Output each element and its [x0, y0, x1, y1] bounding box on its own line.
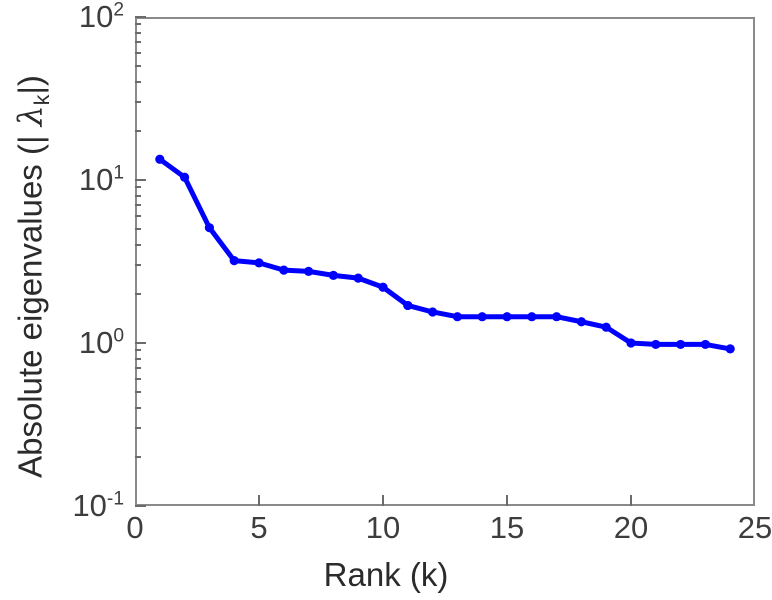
- y-tick-minor: [135, 243, 141, 246]
- y-tick-minor: [135, 349, 141, 352]
- data-point: [254, 258, 264, 268]
- y-tick-minor: [135, 367, 141, 370]
- y-tick-minor: [135, 292, 141, 295]
- y-tick-minor: [135, 23, 141, 26]
- x-tick-major: [506, 495, 508, 506]
- y-tick-minor: [135, 41, 141, 44]
- lambda-subscript: k: [30, 94, 55, 106]
- x-axis-title: Rank (k): [323, 556, 449, 593]
- y-axis-title-post: |): [11, 75, 49, 95]
- y-tick-minor: [135, 194, 141, 197]
- x-tick-label: 0: [126, 510, 144, 545]
- y-tick-minor: [135, 215, 141, 218]
- data-point: [353, 273, 363, 283]
- y-tick-minor: [135, 101, 141, 104]
- x-tick-label: 5: [250, 510, 268, 545]
- y-tick-label-mantissa: 10: [72, 488, 107, 523]
- y-tick-label: 102: [0, 1, 124, 32]
- y-tick-minor: [135, 427, 141, 430]
- y-tick-minor: [135, 378, 141, 381]
- y-tick-minor: [135, 52, 141, 55]
- data-point: [378, 282, 388, 292]
- data-point: [527, 312, 537, 322]
- y-tick-major: [135, 179, 146, 181]
- data-point: [279, 265, 289, 275]
- y-tick-label: 100: [0, 327, 124, 358]
- data-point: [576, 317, 586, 327]
- y-axis-title: Absolute eigenvalues (| λk|): [10, 17, 55, 537]
- data-point: [155, 154, 165, 164]
- data-point: [229, 256, 239, 266]
- x-tick-major: [382, 495, 384, 506]
- y-tick-minor: [135, 31, 141, 34]
- y-tick-label: 10-1: [0, 490, 124, 521]
- y-axis-title-pre: Absolute eigenvalues (|: [11, 126, 49, 478]
- y-tick-minor: [135, 204, 141, 207]
- y-tick-minor: [135, 228, 141, 231]
- y-tick-minor: [135, 455, 141, 458]
- y-tick-label-exponent: 1: [113, 162, 124, 184]
- x-tick-label: 10: [365, 510, 401, 545]
- data-point: [403, 300, 413, 311]
- data-point: [452, 312, 462, 322]
- data-point: [180, 172, 190, 182]
- y-tick-major: [135, 505, 146, 507]
- data-point: [477, 312, 487, 322]
- series-layer: [155, 154, 735, 354]
- x-tick-label: 25: [737, 510, 772, 545]
- y-tick-minor: [135, 65, 141, 68]
- data-point: [552, 312, 562, 322]
- data-point: [502, 312, 512, 322]
- y-tick-minor: [135, 80, 141, 83]
- y-tick-minor: [135, 406, 141, 409]
- y-tick-label-exponent: -1: [106, 488, 124, 510]
- data-point: [676, 339, 686, 350]
- y-tick-major: [135, 16, 146, 18]
- y-tick-minor: [135, 186, 141, 189]
- data-point: [601, 322, 611, 332]
- data-point: [725, 344, 735, 354]
- y-tick-minor: [135, 129, 141, 132]
- eigenvalue-markers: [155, 154, 735, 354]
- y-tick-label-exponent: 2: [113, 0, 124, 21]
- x-tick-major: [258, 495, 260, 506]
- data-point: [428, 307, 438, 317]
- data-point: [626, 338, 636, 348]
- y-tick-label-mantissa: 10: [78, 325, 114, 360]
- y-tick-minor: [135, 357, 141, 360]
- data-point: [651, 339, 661, 350]
- lambda-symbol: λ: [10, 105, 50, 127]
- y-tick-label: 101: [0, 164, 124, 195]
- x-tick-label: 15: [489, 510, 525, 545]
- eigenvalue-line: [157, 156, 733, 352]
- x-tick-major: [630, 495, 632, 506]
- y-tick-label-mantissa: 10: [78, 162, 114, 197]
- y-tick-label-exponent: 0: [113, 325, 124, 347]
- data-point: [700, 339, 711, 350]
- y-tick-minor: [135, 391, 141, 394]
- y-tick-major: [135, 342, 146, 344]
- y-tick-label-mantissa: 10: [78, 0, 114, 34]
- y-tick-minor: [135, 264, 141, 267]
- data-point: [304, 266, 314, 276]
- data-point: [204, 223, 214, 233]
- data-point: [328, 270, 338, 280]
- x-tick-label: 20: [613, 510, 649, 545]
